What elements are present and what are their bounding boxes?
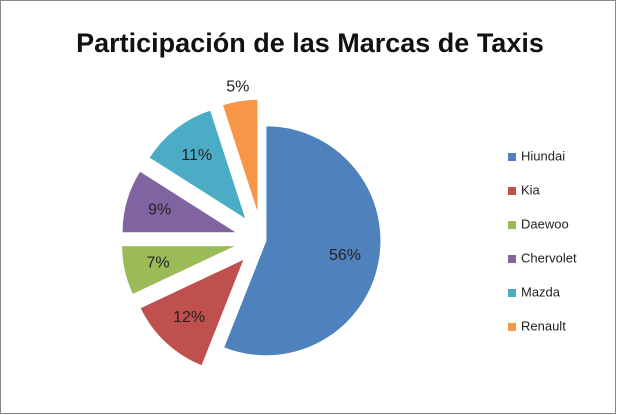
legend-label: Kia — [521, 182, 541, 197]
legend-label: Renault — [521, 318, 566, 333]
data-label: 12% — [173, 309, 205, 326]
pie-slice — [221, 98, 259, 215]
legend-label: Daewoo — [521, 216, 569, 231]
legend-label: Mazda — [521, 284, 561, 299]
pie-slice — [222, 125, 382, 357]
pie-slice — [121, 245, 237, 296]
legend-swatch — [508, 187, 516, 195]
legend-swatch — [508, 289, 516, 297]
data-label: 56% — [329, 247, 361, 264]
data-label: 11% — [181, 147, 212, 164]
data-label: 9% — [148, 202, 171, 219]
legend-swatch — [508, 221, 516, 229]
pie-slice — [139, 257, 246, 367]
pie-slice — [148, 109, 247, 221]
legend-swatch — [508, 255, 516, 263]
legend-label: Hiundai — [521, 148, 565, 163]
legend-swatch — [508, 323, 516, 331]
data-label: 5% — [226, 78, 249, 95]
chart-title: Participación de las Marcas de Taxis — [76, 28, 544, 58]
data-label: 7% — [147, 254, 170, 271]
legend-label: Chervolet — [521, 250, 577, 265]
pie-slice — [121, 170, 239, 234]
legend-swatch — [508, 153, 516, 161]
